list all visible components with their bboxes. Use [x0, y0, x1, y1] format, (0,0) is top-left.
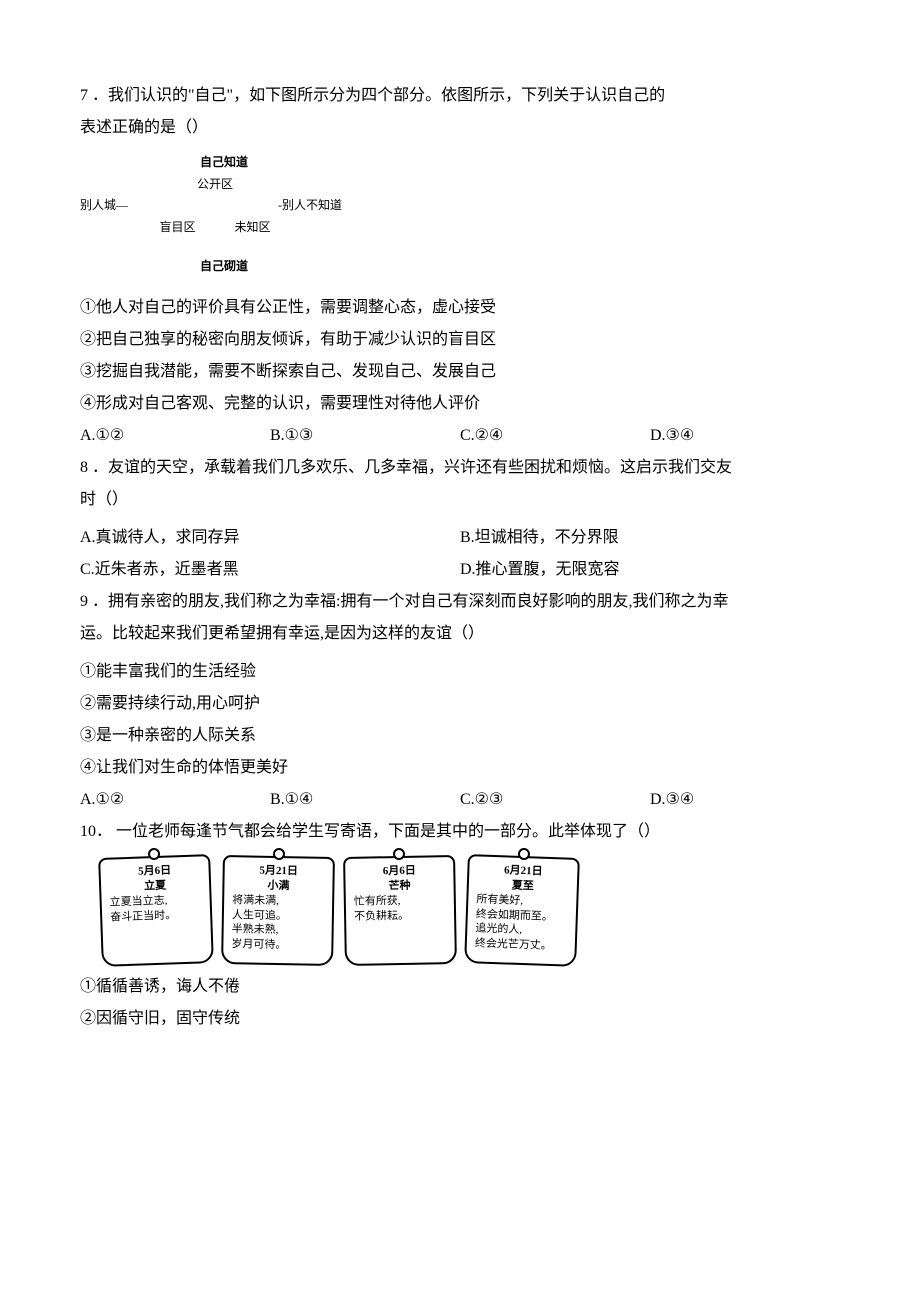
tag-xiaoman: 5月21日 小满 将满未满, 人生可追。 半熟未熟, 岁月可待。: [221, 855, 335, 966]
q9-statement-4: ④让我们对生命的体悟更美好: [80, 752, 840, 784]
tag-line: 不负耕耘。: [354, 908, 446, 924]
tag-line: 人生可追。: [232, 908, 324, 924]
johari-bottom: 自己砌道: [80, 256, 840, 278]
q7-stem-line2: 表述正确的是（）: [80, 112, 840, 144]
teacher-tags: 5月6日 立夏 立夏当立志, 奋斗正当时。 5月21日 小满 将满未满, 人生可…: [100, 856, 840, 965]
tag-term: 芒种: [353, 878, 445, 894]
q9-option-b[interactable]: B.①④: [270, 784, 460, 816]
q8-option-a[interactable]: A.真诚待人，求同存异: [80, 522, 460, 554]
q8-stem-line2: 时（）: [80, 484, 840, 516]
tag-date: 6月6日: [353, 863, 445, 879]
q9-options: A.①② B.①④ C.②③ D.③④: [80, 784, 840, 816]
q7-option-d[interactable]: D.③④: [650, 420, 840, 452]
q9-stem-line1: 9 ．拥有亲密的朋友,我们称之为幸福:拥有一个对自己有深刻而良好影响的朋友,我们…: [80, 586, 840, 618]
tag-line: 将满未满,: [232, 893, 324, 909]
johari-q3: 盲目区: [140, 217, 215, 239]
tag-line: 半熟未熟,: [232, 923, 324, 939]
q9-stem-line2: 运。比较起来我们更希望拥有幸运,是因为这样的友谊（）: [80, 618, 840, 650]
q8-option-d[interactable]: D.推心置腹，无限宽容: [460, 554, 840, 586]
q9-option-c[interactable]: C.②③: [460, 784, 650, 816]
q10-statement-1: ①循循善诱，诲人不倦: [80, 971, 840, 1003]
tag-xiazhi: 6月21日 夏至 所有美好, 终会如期而至。 追光的人, 终会光芒万丈。: [464, 854, 580, 967]
johari-top: 自己知道: [80, 152, 840, 174]
johari-q4: 未知区: [215, 217, 290, 239]
q10-stem: 10． 一位老师每逢节气都会给学生写寄语，下面是其中的一部分。此举体现了（）: [80, 816, 840, 848]
q7-stem-line1: 7 ．我们认识的"自己"，如下图所示分为四个部分。依图所示，下列关于认识自己的: [80, 80, 840, 112]
tag-line: 终会光芒万丈。: [475, 937, 567, 955]
q8-options-row2: C.近朱者赤，近墨者黑 D.推心置腹，无限宽容: [80, 554, 840, 586]
tag-date: 5月21日: [233, 863, 325, 879]
q7-options: A.①② B.①③ C.②④ D.③④: [80, 420, 840, 452]
q8-option-b[interactable]: B.坦诚相待，不分界限: [460, 522, 840, 554]
q10-statement-2: ②因循守旧，固守传统: [80, 1003, 840, 1035]
q8-option-c[interactable]: C.近朱者赤，近墨者黑: [80, 554, 460, 586]
johari-right: -别人不知道: [278, 195, 342, 217]
johari-q1: 公开区: [140, 174, 290, 196]
johari-left: 别人城—: [80, 195, 128, 217]
q9-option-d[interactable]: D.③④: [650, 784, 840, 816]
johari-diagram: 自己知道 公开区 别人城— -别人不知道 盲目区 未知区 自己砌道: [80, 152, 840, 278]
q7-option-c[interactable]: C.②④: [460, 420, 650, 452]
q7-statement-1: ①他人对自己的评价具有公正性，需要调整心态，虚心接受: [80, 292, 840, 324]
q7-statement-4: ④形成对自己客观、完整的认识，需要理性对待他人评价: [80, 388, 840, 420]
tag-lixia: 5月6日 立夏 立夏当立志, 奋斗正当时。: [98, 854, 214, 967]
q7-statement-3: ③挖掘自我潜能，需要不断探索自己、发现自己、发展自己: [80, 356, 840, 388]
q9-statement-3: ③是一种亲密的人际关系: [80, 720, 840, 752]
q9-statement-1: ①能丰富我们的生活经验: [80, 656, 840, 688]
tag-mangzhong: 6月6日 芒种 忙有所获, 不负耕耘。: [343, 855, 457, 966]
q8-stem-line1: 8 ．友谊的天空，承载着我们几多欢乐、几多幸福，兴许还有些困扰和烦恼。这启示我们…: [80, 452, 840, 484]
tag-line: 奋斗正当时。: [110, 907, 202, 925]
q7-option-a[interactable]: A.①②: [80, 420, 270, 452]
q7-statement-2: ②把自己独享的秘密向朋友倾诉，有助于减少认识的盲目区: [80, 324, 840, 356]
tag-line: 岁月可待。: [231, 937, 323, 953]
q8-options-row1: A.真诚待人，求同存异 B.坦诚相待，不分界限: [80, 522, 840, 554]
tag-line: 忙有所获,: [354, 893, 446, 909]
q9-statement-2: ②需要持续行动,用心呵护: [80, 688, 840, 720]
q7-option-b[interactable]: B.①③: [270, 420, 460, 452]
q9-option-a[interactable]: A.①②: [80, 784, 270, 816]
tag-term: 小满: [232, 878, 324, 894]
